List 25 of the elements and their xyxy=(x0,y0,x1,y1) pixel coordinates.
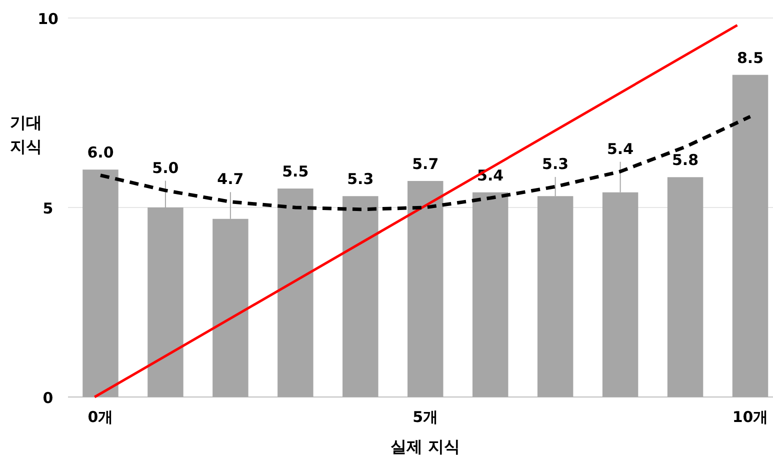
bar xyxy=(472,192,508,397)
data-label: 5.7 xyxy=(412,154,439,173)
bar xyxy=(732,74,768,397)
x-axis-title: 실제 지식 xyxy=(390,437,460,455)
data-label: 5.5 xyxy=(282,162,309,181)
data-label: 4.7 xyxy=(217,170,244,188)
bar xyxy=(408,180,444,397)
x-tick-label: 10개 xyxy=(732,408,768,426)
bar xyxy=(278,188,314,397)
data-label: 5.3 xyxy=(542,154,569,173)
y-tick-label: 5 xyxy=(42,200,54,218)
bar xyxy=(667,177,704,397)
data-label: 8.5 xyxy=(736,48,764,67)
data-label: 6.0 xyxy=(87,144,114,162)
data-label: 5.0 xyxy=(152,158,179,177)
y-tick-label: 0 xyxy=(42,389,54,407)
bar xyxy=(82,170,118,397)
bar xyxy=(342,196,378,397)
y-tick-label: 10 xyxy=(38,10,58,28)
x-tick-label: 0개 xyxy=(88,408,114,426)
data-label: 5.4 xyxy=(607,140,634,158)
y-axis-title: 기대 지식 xyxy=(10,113,42,156)
data-label: 5.8 xyxy=(672,151,699,170)
x-tick-label: 5개 xyxy=(412,408,438,426)
data-label: 5.3 xyxy=(347,170,374,188)
